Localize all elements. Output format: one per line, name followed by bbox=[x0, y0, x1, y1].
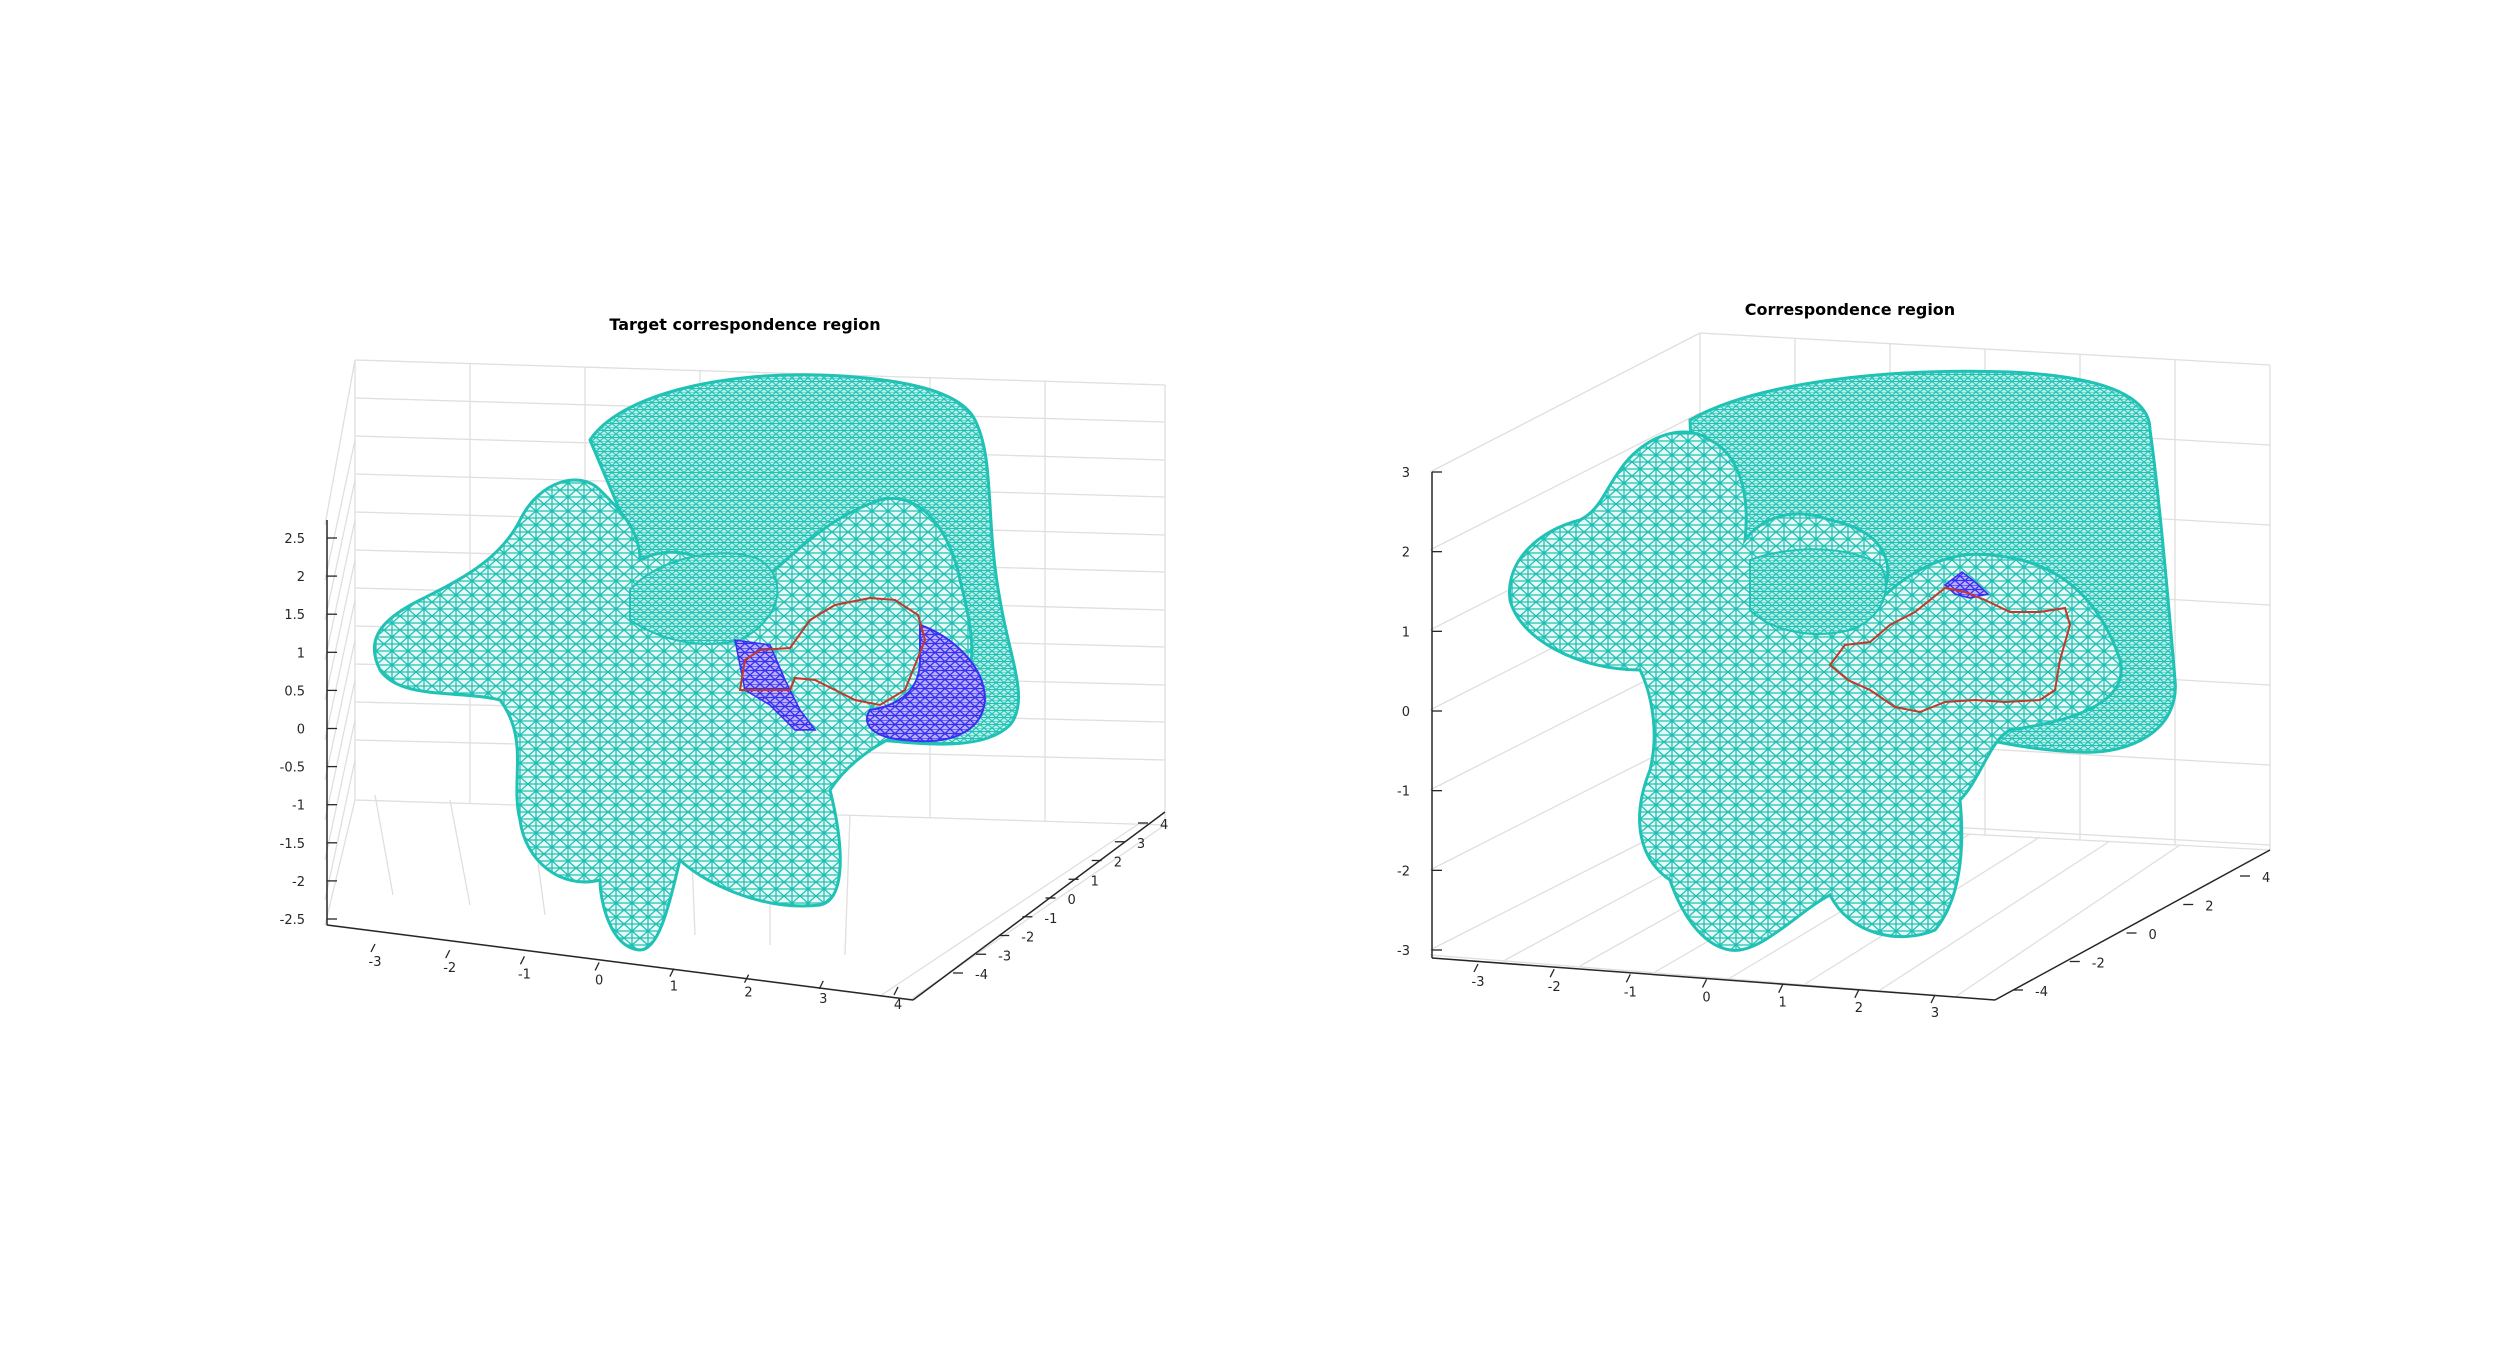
z-tick-labels: -2.5 -2 -1.5 -1 -0.5 0 0.5 1 1.5 2 2.5 bbox=[280, 532, 337, 928]
y-tick-label: -1 bbox=[1044, 912, 1057, 927]
x-tick-label: -1 bbox=[1624, 985, 1637, 1000]
z-tick-label: 2 bbox=[297, 570, 305, 585]
z-tick-label: -2 bbox=[1397, 864, 1410, 879]
x-tick-label: -2 bbox=[443, 961, 456, 976]
z-tick-label: 1 bbox=[297, 646, 305, 661]
tick-mark bbox=[1549, 968, 1555, 978]
region-mesh-small bbox=[1943, 570, 1990, 599]
z-tick-labels: -3 -2 -1 0 1 2 3 bbox=[1397, 466, 1442, 959]
tick-mark bbox=[1854, 989, 1860, 999]
boundary-line bbox=[738, 596, 927, 707]
z-tick-label: 1 bbox=[1402, 625, 1410, 640]
tick-mark bbox=[818, 980, 824, 990]
x-tick-label: 0 bbox=[595, 973, 603, 988]
chart-title: Correspondence region bbox=[1745, 300, 1955, 319]
y-tick-label: -3 bbox=[998, 949, 1011, 964]
x-tick-label: -3 bbox=[369, 955, 382, 970]
x-tick-label: -3 bbox=[1472, 975, 1485, 990]
x-tick-label: 4 bbox=[894, 998, 902, 1013]
z-tick-label: -2.5 bbox=[280, 913, 305, 928]
y-tick-label: 4 bbox=[1160, 818, 1168, 833]
y-tick-label: 0 bbox=[2149, 928, 2157, 943]
tick-mark bbox=[743, 974, 750, 984]
z-tick-label: 0 bbox=[1402, 705, 1410, 720]
x-tick-label: 0 bbox=[1702, 991, 1710, 1006]
y-tick-label: 4 bbox=[2262, 871, 2270, 886]
z-tick-label: -2 bbox=[292, 875, 305, 890]
tick-mark bbox=[1930, 994, 1936, 1004]
y-tick-label: -4 bbox=[2035, 985, 2048, 1000]
axes-target-correspondence: Target correspondence region -2.5-2-1.5-… bbox=[280, 315, 1169, 1013]
z-tick-label: 3 bbox=[1402, 466, 1410, 481]
spinal-canal-mesh bbox=[1749, 548, 1887, 635]
z-tick-label: 1.5 bbox=[284, 608, 305, 623]
tick-mark bbox=[1473, 963, 1479, 973]
y-tick-label: -2 bbox=[2092, 957, 2105, 972]
tick-mark bbox=[519, 955, 526, 965]
y-tick-label: -4 bbox=[975, 968, 988, 983]
tick-mark bbox=[1701, 979, 1708, 988]
y-tick-label: 0 bbox=[1068, 893, 1076, 908]
z-tick-label: 0 bbox=[297, 723, 305, 738]
x-tick-label: -1 bbox=[518, 967, 531, 982]
z-tick-label: -1 bbox=[292, 799, 305, 814]
x-tick-label: 1 bbox=[670, 980, 678, 995]
correspondence-region bbox=[1828, 570, 2072, 714]
mesh-surface bbox=[372, 373, 1021, 952]
axis-lines bbox=[1431, 472, 2271, 1001]
mesh-surface bbox=[1508, 369, 2177, 952]
z-tick-label: 2 bbox=[1402, 546, 1410, 561]
x-axis-line bbox=[1431, 957, 1996, 1001]
x-tick-label: 3 bbox=[819, 992, 827, 1007]
tick-mark bbox=[594, 962, 600, 971]
chart-title: Target correspondence region bbox=[609, 315, 880, 334]
x-tick-labels: -3 -2 -1 0 1 2 3 4 bbox=[369, 943, 902, 1013]
z-tick-label: -1.5 bbox=[280, 837, 305, 852]
tick-mark bbox=[1625, 974, 1631, 983]
axis-lines bbox=[326, 520, 1166, 1001]
y-tick-label: 2 bbox=[1114, 856, 1122, 871]
y-tick-labels: -4 -2 0 2 4 bbox=[2013, 871, 2270, 1000]
y-tick-label: 3 bbox=[1137, 837, 1145, 852]
vertebral-arch-mesh bbox=[1508, 430, 2123, 952]
z-tick-label: -0.5 bbox=[280, 761, 305, 776]
x-axis-line bbox=[326, 924, 914, 1001]
tick-mark bbox=[445, 949, 451, 959]
z-tick-label: -1 bbox=[1397, 785, 1410, 800]
x-tick-label: 2 bbox=[1855, 1001, 1863, 1016]
tick-mark bbox=[669, 968, 675, 977]
region-mesh bbox=[865, 623, 987, 743]
y-tick-label: 2 bbox=[2205, 900, 2213, 915]
tick-mark bbox=[893, 986, 899, 996]
z-tick-label: 2.5 bbox=[284, 532, 305, 547]
y-tick-label: -2 bbox=[1021, 931, 1034, 946]
tick-mark bbox=[370, 943, 376, 953]
axes-correspondence: Correspondence region -3 -2 -1 0 1 2 3 -3 -2 -1 0… bbox=[1397, 300, 2271, 1021]
z-tick-label: 0.5 bbox=[284, 684, 305, 699]
correspondence-region bbox=[733, 596, 987, 743]
y-axis-line bbox=[912, 811, 1166, 1001]
boundary-line bbox=[1828, 586, 2072, 714]
x-tick-label: 1 bbox=[1779, 996, 1787, 1011]
x-tick-labels: -3 -2 -1 0 1 2 3 bbox=[1472, 963, 1939, 1021]
x-tick-label: -2 bbox=[1548, 980, 1561, 995]
region-mesh-small bbox=[733, 639, 817, 731]
tick-mark bbox=[1778, 984, 1784, 993]
y-axis-line bbox=[1994, 849, 2271, 1001]
z-tick-label: -3 bbox=[1397, 944, 1410, 959]
y-tick-label: 1 bbox=[1091, 874, 1099, 889]
spinal-canal-mesh bbox=[629, 552, 779, 645]
x-tick-label: 2 bbox=[744, 986, 752, 1001]
x-tick-label: 3 bbox=[1931, 1006, 1939, 1021]
